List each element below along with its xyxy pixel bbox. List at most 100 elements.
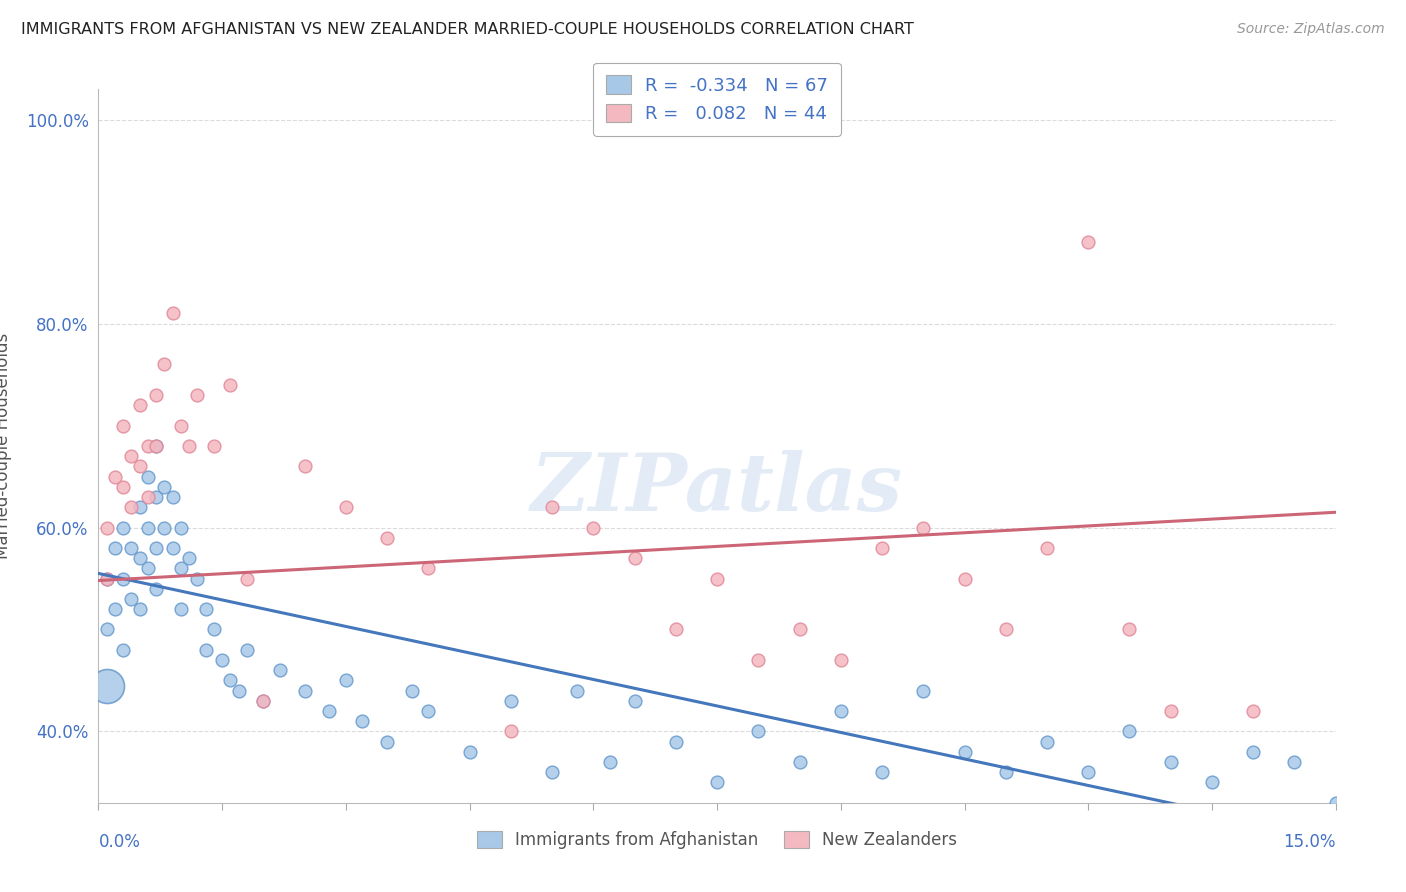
- Point: [1284, 755, 1306, 769]
- Point: [153, 520, 176, 534]
- Point: [1201, 775, 1223, 789]
- Point: [194, 643, 217, 657]
- Point: [1077, 765, 1099, 780]
- Point: [565, 683, 588, 698]
- Point: [599, 755, 621, 769]
- Point: [1160, 704, 1182, 718]
- Point: [145, 439, 167, 453]
- Point: [1036, 734, 1059, 748]
- Point: [994, 765, 1017, 780]
- Point: [870, 765, 893, 780]
- Point: [219, 673, 242, 688]
- Point: [747, 724, 769, 739]
- Point: [104, 541, 127, 555]
- Point: [136, 490, 159, 504]
- Point: [294, 683, 316, 698]
- Point: [541, 765, 564, 780]
- Point: [128, 459, 150, 474]
- Point: [120, 591, 142, 606]
- Point: [145, 490, 167, 504]
- Point: [789, 623, 811, 637]
- Point: [120, 541, 142, 555]
- Point: [1241, 704, 1264, 718]
- Point: [335, 673, 357, 688]
- Point: [1160, 755, 1182, 769]
- Point: [912, 683, 935, 698]
- Point: [623, 551, 645, 566]
- Point: [104, 469, 127, 483]
- Point: [153, 358, 176, 372]
- Point: [211, 653, 233, 667]
- Point: [145, 582, 167, 596]
- Point: [458, 745, 481, 759]
- Point: [96, 679, 118, 693]
- Point: [120, 449, 142, 463]
- Point: [136, 439, 159, 453]
- Point: [1324, 796, 1347, 810]
- Point: [870, 541, 893, 555]
- Text: 0.0%: 0.0%: [98, 833, 141, 851]
- Point: [665, 734, 688, 748]
- Point: [96, 572, 118, 586]
- Point: [162, 541, 184, 555]
- Point: [96, 572, 118, 586]
- Point: [112, 418, 135, 433]
- Legend: Immigrants from Afghanistan, New Zealanders: Immigrants from Afghanistan, New Zealand…: [467, 821, 967, 859]
- Point: [789, 755, 811, 769]
- Point: [153, 480, 176, 494]
- Point: [202, 439, 225, 453]
- Point: [1036, 541, 1059, 555]
- Point: [375, 531, 398, 545]
- Point: [747, 653, 769, 667]
- Point: [236, 572, 259, 586]
- Point: [179, 439, 201, 453]
- Point: [228, 683, 250, 698]
- Point: [830, 653, 852, 667]
- Point: [401, 683, 423, 698]
- Point: [582, 520, 605, 534]
- Point: [112, 572, 135, 586]
- Point: [120, 500, 142, 515]
- Point: [706, 775, 728, 789]
- Text: IMMIGRANTS FROM AFGHANISTAN VS NEW ZEALANDER MARRIED-COUPLE HOUSEHOLDS CORRELATI: IMMIGRANTS FROM AFGHANISTAN VS NEW ZEALA…: [21, 22, 914, 37]
- Point: [112, 643, 135, 657]
- Point: [128, 602, 150, 616]
- Point: [1118, 623, 1140, 637]
- Point: [96, 623, 118, 637]
- Point: [375, 734, 398, 748]
- Point: [418, 561, 440, 575]
- Point: [252, 694, 274, 708]
- Point: [830, 704, 852, 718]
- Point: [194, 602, 217, 616]
- Point: [912, 520, 935, 534]
- Point: [112, 520, 135, 534]
- Point: [706, 572, 728, 586]
- Point: [665, 623, 688, 637]
- Point: [623, 694, 645, 708]
- Point: [1241, 745, 1264, 759]
- Point: [104, 602, 127, 616]
- Point: [145, 388, 167, 402]
- Point: [128, 551, 150, 566]
- Point: [128, 500, 150, 515]
- Point: [335, 500, 357, 515]
- Point: [145, 541, 167, 555]
- Point: [162, 490, 184, 504]
- Point: [162, 306, 184, 320]
- Point: [170, 418, 193, 433]
- Point: [219, 377, 242, 392]
- Point: [136, 561, 159, 575]
- Text: ZIPatlas: ZIPatlas: [531, 450, 903, 527]
- Point: [269, 663, 291, 677]
- Point: [318, 704, 340, 718]
- Point: [252, 694, 274, 708]
- Point: [170, 561, 193, 575]
- Point: [499, 724, 522, 739]
- Point: [186, 572, 208, 586]
- Text: Source: ZipAtlas.com: Source: ZipAtlas.com: [1237, 22, 1385, 37]
- Point: [128, 398, 150, 412]
- Point: [96, 520, 118, 534]
- Point: [418, 704, 440, 718]
- Point: [170, 520, 193, 534]
- Point: [136, 520, 159, 534]
